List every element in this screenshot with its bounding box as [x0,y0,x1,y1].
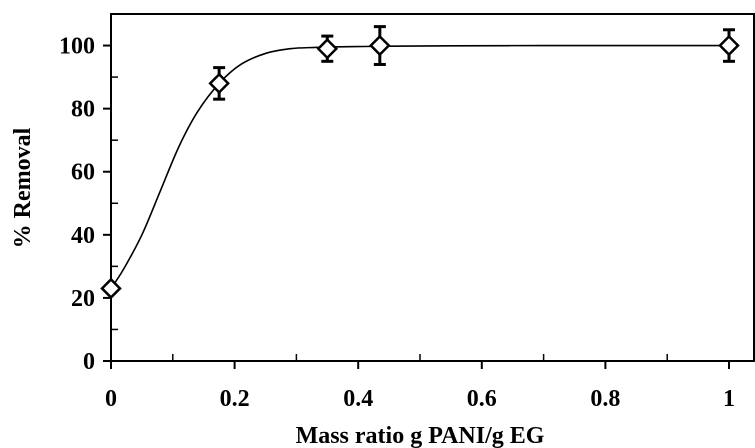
y-tick-label: 0 [83,349,95,375]
y-tick-label: 80 [71,97,95,123]
ticks-layer [103,44,730,369]
y-tick-label: 40 [71,223,95,249]
data-points-layer [100,34,740,300]
y-tick-label: 20 [71,286,95,312]
plot-frame [110,13,755,362]
error-bars-layer [213,25,735,101]
data-point-diamond [208,72,230,95]
data-point-diamond [316,37,339,60]
trend-line-layer [110,44,729,289]
x-tick-label: 1 [723,386,735,412]
data-point-diamond [100,277,122,300]
tick-labels-layer: 0 20 40 60 80 100 0 0.2 0.4 0.6 0.8 1 [59,34,735,412]
y-tick-label: 60 [71,160,95,186]
x-axis-title: Mass ratio g PANI/g EG [296,423,545,448]
x-tick-label: 0 [105,386,117,412]
plot-area [110,13,755,362]
x-tick-label: 0.6 [467,386,497,412]
x-tick-label: 0.8 [590,386,620,412]
y-axis-title: % Removal [10,127,36,248]
x-tick-label: 0.2 [220,386,250,412]
trend-line [110,44,729,289]
data-point-diamond [369,34,391,57]
y-tick-label: 100 [59,34,95,60]
data-point-diamond [718,34,740,57]
x-tick-label: 0.4 [343,386,373,412]
